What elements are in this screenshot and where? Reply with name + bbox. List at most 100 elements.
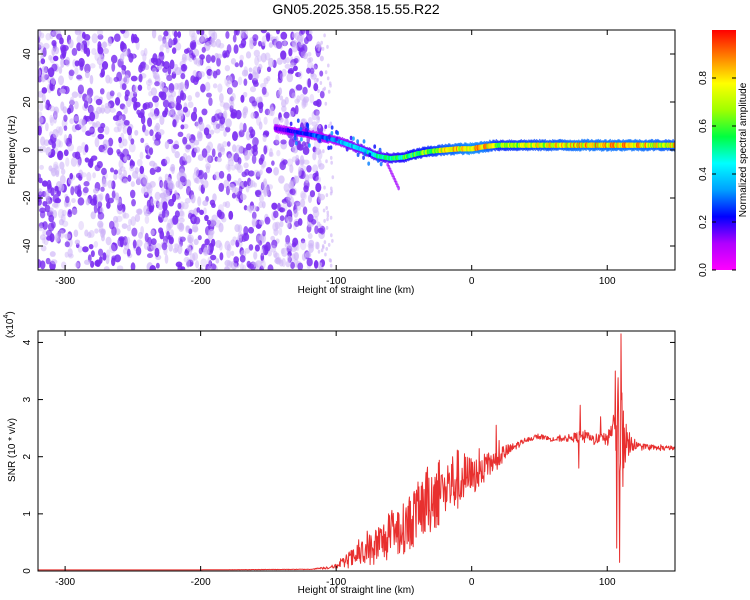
spectrogram-ylabel: Frequency (Hz) [7, 116, 18, 185]
noise-blob [84, 144, 89, 153]
noise-blob [38, 30, 42, 38]
noise-blob [244, 247, 251, 254]
noise-blob [76, 74, 83, 80]
noise-blob [74, 239, 81, 245]
noise-blob [187, 95, 193, 102]
noise-blob [212, 83, 218, 89]
noise-blob [295, 84, 303, 91]
noise-blob [99, 193, 104, 201]
noise-blob [306, 165, 312, 173]
noise-blob [293, 209, 299, 218]
noise-blob [107, 147, 114, 156]
noise-blob [144, 142, 149, 151]
ridge-scatter [349, 135, 353, 141]
noise-blob [161, 242, 168, 251]
noise-blob [113, 126, 120, 133]
noise-blob [198, 71, 205, 78]
noise-blob [251, 71, 259, 81]
noise-blob [150, 65, 157, 72]
noise-blob [199, 209, 204, 216]
noise-blob [265, 241, 271, 252]
noise-blob [304, 174, 310, 184]
noise-blob [38, 188, 43, 196]
noise-blob [307, 78, 312, 88]
noise-blob [188, 236, 193, 244]
noise-blob [219, 147, 226, 153]
noise-blob [94, 228, 99, 234]
noise-blob [278, 175, 285, 184]
ridge-scatter [368, 152, 372, 157]
noise-blob [213, 171, 221, 181]
noise-blob [216, 57, 221, 67]
noise-blob [206, 92, 212, 98]
noise-blob [279, 207, 284, 213]
noise-blob [138, 231, 143, 239]
noise-blob [249, 180, 256, 188]
noise-blob [235, 109, 242, 120]
noise-blob [98, 107, 106, 113]
noise-blob [96, 194, 103, 203]
noise-blob [38, 259, 42, 269]
noise-blob [247, 177, 252, 187]
noise-blob [201, 108, 208, 116]
noise-blob [117, 202, 124, 211]
noise-blob [154, 191, 161, 201]
noise-blob [226, 173, 232, 182]
noise-blob [194, 216, 201, 225]
noise-blob [140, 177, 148, 187]
ridge-scatter [325, 137, 329, 142]
noise-blob [268, 42, 274, 48]
noise-blob [283, 183, 290, 193]
noise-blob [322, 149, 325, 154]
noise-blob [63, 134, 68, 144]
noise-blob [317, 158, 322, 168]
noise-blob [236, 164, 243, 174]
noise-blob [133, 84, 138, 95]
noise-blob [64, 241, 70, 248]
noise-blob [84, 63, 91, 74]
noise-blob [140, 137, 145, 144]
noise-blob [326, 44, 329, 49]
y-tick-label: 4 [22, 339, 33, 345]
noise-blob [319, 55, 324, 62]
noise-blob [123, 169, 128, 178]
x-tick-label: -300 [55, 276, 75, 287]
noise-blob [321, 244, 325, 249]
noise-blob [159, 115, 165, 126]
noise-blob [185, 144, 192, 150]
noise-blob [241, 30, 249, 39]
noise-blob [39, 164, 44, 170]
noise-blob [38, 222, 43, 230]
noise-blob [168, 38, 173, 49]
noise-blob [176, 95, 182, 106]
noise-blob [38, 111, 43, 118]
noise-blob [297, 218, 303, 226]
noise-blob [60, 58, 65, 68]
noise-blob [190, 194, 196, 204]
noise-blob [325, 193, 329, 198]
noise-blob [219, 252, 224, 261]
noise-blob [239, 193, 247, 201]
noise-blob [260, 30, 267, 34]
noise-blob [118, 159, 124, 169]
noise-blob [228, 210, 234, 220]
noise-blob [234, 163, 239, 170]
noise-blob [196, 39, 203, 45]
ridge-scatter [345, 147, 349, 152]
noise-blob [46, 235, 53, 241]
ridge-scatter [330, 130, 334, 136]
noise-blob [313, 82, 319, 92]
noise-blob [286, 194, 291, 203]
noise-blob [290, 107, 297, 118]
noise-blob [309, 93, 315, 104]
noise-blob [45, 99, 51, 109]
noise-blob [50, 77, 56, 86]
snr-ylabel: SNR (10 * v/v) [7, 418, 18, 482]
noise-blob [170, 107, 175, 115]
y-tick-label: 2 [22, 453, 33, 459]
noise-blob [226, 248, 232, 259]
noise-blob [124, 155, 130, 161]
noise-blob [177, 264, 183, 270]
noise-blob [71, 198, 76, 204]
noise-blob [226, 260, 232, 270]
